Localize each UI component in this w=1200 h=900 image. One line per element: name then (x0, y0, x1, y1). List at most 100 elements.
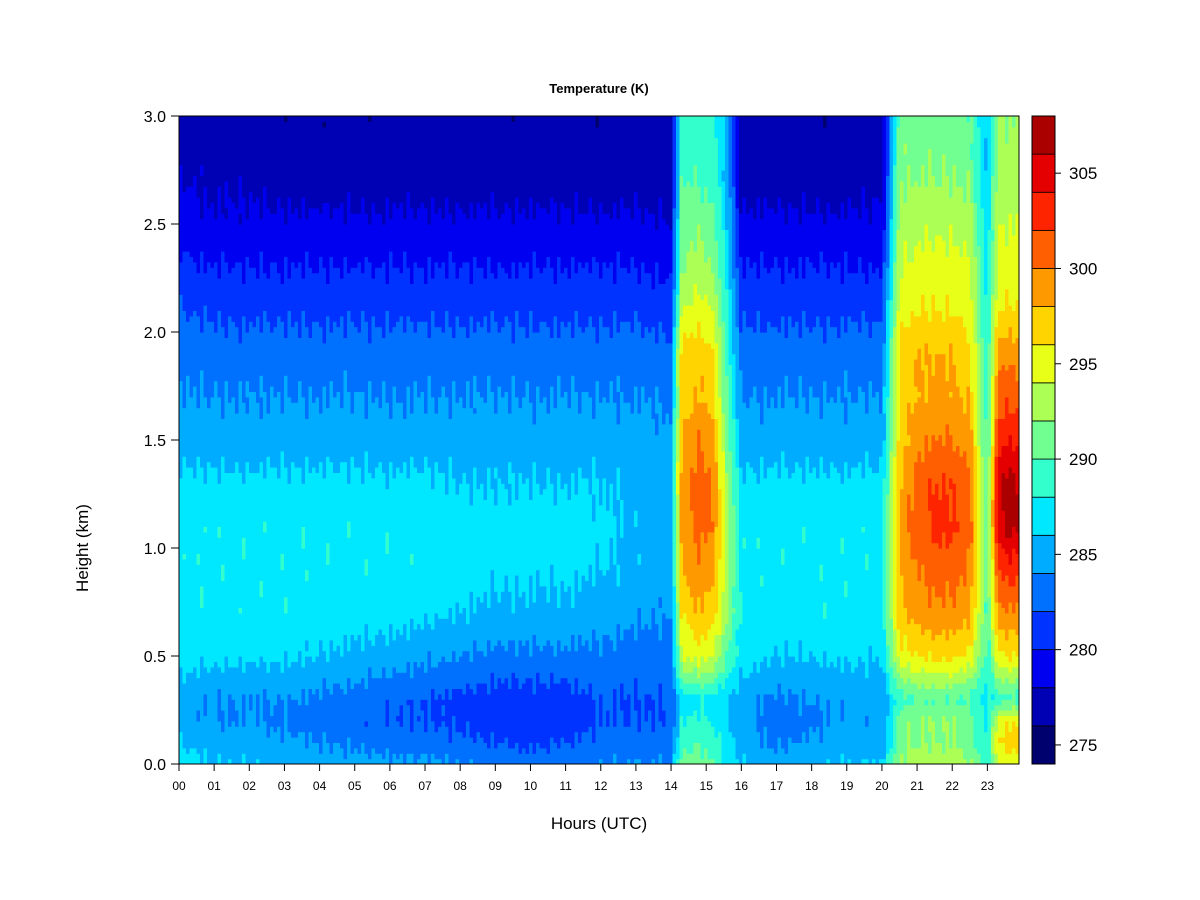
heatmap-cell (190, 348, 194, 354)
heatmap-cell (197, 375, 201, 381)
heatmap-cell (186, 629, 190, 635)
heatmap-cell (204, 553, 208, 559)
heatmap-cell (197, 435, 201, 441)
heatmap-cell (190, 354, 194, 360)
heatmap-cell (179, 645, 183, 651)
heatmap-cell (214, 532, 218, 538)
heatmap-cell (190, 267, 194, 273)
heatmap-cell (211, 251, 215, 257)
heatmap-cell (183, 246, 187, 252)
heatmap-cell (186, 640, 190, 646)
heatmap-cell (190, 219, 194, 225)
heatmap-cell (190, 202, 194, 208)
heatmap-cell (190, 737, 194, 743)
heatmap-cell (204, 732, 208, 738)
heatmap-cell (214, 224, 218, 230)
heatmap-cell (207, 262, 211, 268)
heatmap-cell (183, 316, 187, 322)
heatmap-cell (204, 229, 208, 235)
heatmap-cell (204, 192, 208, 198)
heatmap-cell (200, 483, 204, 489)
heatmap-cell (207, 624, 211, 630)
heatmap-cell (186, 132, 190, 138)
heatmap-cell (179, 327, 183, 333)
heatmap-cell (186, 597, 190, 603)
heatmap-cell (200, 705, 204, 711)
heatmap-cell (207, 154, 211, 160)
heatmap-cell (200, 516, 204, 522)
heatmap-cell (214, 354, 218, 360)
heatmap-cell (186, 580, 190, 586)
heatmap-cell (186, 548, 190, 554)
heatmap-cell (207, 197, 211, 203)
heatmap-cell (207, 683, 211, 689)
heatmap-cell (207, 553, 211, 559)
heatmap-cell (204, 267, 208, 273)
heatmap-cell (207, 321, 211, 327)
heatmap-cell (190, 483, 194, 489)
heatmap-cell (200, 121, 204, 127)
heatmap-cell (193, 165, 197, 171)
heatmap-cell (214, 305, 218, 311)
heatmap-cell (200, 337, 204, 343)
heatmap-cell (211, 143, 215, 149)
heatmap-cell (179, 294, 183, 300)
heatmap-cell (179, 742, 183, 748)
heatmap-cell (193, 440, 197, 446)
heatmap-cell (190, 213, 194, 219)
heatmap-cell (179, 586, 183, 592)
heatmap-cell (193, 375, 197, 381)
heatmap-cell (190, 543, 194, 549)
heatmap-cell (207, 537, 211, 543)
heatmap-cell (183, 564, 187, 570)
heatmap-cell (197, 753, 201, 759)
heatmap-cell (197, 235, 201, 241)
heatmap-cell (179, 408, 183, 414)
heatmap-cell (207, 267, 211, 273)
heatmap-cell (190, 364, 194, 370)
heatmap-cell (204, 548, 208, 554)
heatmap-cell (214, 624, 218, 630)
heatmap-cell (186, 192, 190, 198)
heatmap-cell (211, 337, 215, 343)
heatmap-cell (186, 537, 190, 543)
heatmap-cell (197, 202, 201, 208)
heatmap-cell (183, 229, 187, 235)
heatmap-cell (190, 521, 194, 527)
heatmap-cell (190, 278, 194, 284)
heatmap-cell (200, 246, 204, 252)
heatmap-cell (207, 742, 211, 748)
heatmap-cell (214, 618, 218, 624)
heatmap-cell (186, 732, 190, 738)
heatmap-cell (193, 159, 197, 165)
heatmap-cell (179, 699, 183, 705)
heatmap-cell (204, 121, 208, 127)
heatmap-cell (193, 381, 197, 387)
heatmap-cell (183, 348, 187, 354)
heatmap-cell (197, 224, 201, 230)
heatmap-cell (204, 375, 208, 381)
heatmap-cell (190, 602, 194, 608)
heatmap-cell (193, 456, 197, 462)
heatmap-cell (190, 127, 194, 133)
heatmap-cell (190, 337, 194, 343)
heatmap-cell (193, 661, 197, 667)
heatmap-cell (214, 699, 218, 705)
heatmap-cell (214, 251, 218, 257)
heatmap-cell (183, 629, 187, 635)
heatmap-cell (183, 159, 187, 165)
heatmap-cell (190, 408, 194, 414)
heatmap-cell (183, 408, 187, 414)
heatmap-cell (193, 327, 197, 333)
heatmap-cell (179, 175, 183, 181)
heatmap-cell (190, 472, 194, 478)
heatmap-cell (204, 607, 208, 613)
heatmap-cell (193, 526, 197, 532)
heatmap-cell (179, 499, 183, 505)
heatmap-cell (179, 548, 183, 554)
heatmap-cell (211, 694, 215, 700)
heatmap-cell (197, 138, 201, 144)
heatmap-cell (197, 354, 201, 360)
heatmap-cell (200, 607, 204, 613)
heatmap-cell (204, 235, 208, 241)
